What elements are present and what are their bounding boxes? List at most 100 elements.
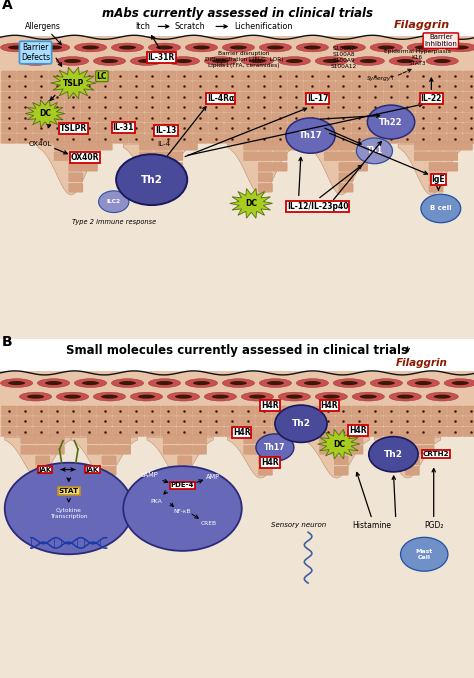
- Ellipse shape: [64, 59, 81, 63]
- Bar: [0, 372, 474, 437]
- FancyBboxPatch shape: [383, 71, 399, 81]
- FancyBboxPatch shape: [65, 123, 80, 133]
- Circle shape: [123, 466, 242, 551]
- Text: TSLP: TSLP: [63, 79, 84, 87]
- Ellipse shape: [45, 381, 62, 385]
- Text: mAbs currently assessed in clinical trials: mAbs currently assessed in clinical tria…: [101, 7, 373, 20]
- Ellipse shape: [452, 381, 469, 385]
- FancyBboxPatch shape: [145, 102, 160, 112]
- FancyBboxPatch shape: [288, 123, 303, 133]
- FancyBboxPatch shape: [33, 102, 48, 112]
- FancyBboxPatch shape: [18, 416, 33, 426]
- FancyBboxPatch shape: [192, 113, 208, 122]
- Text: Filaggrin: Filaggrin: [394, 20, 450, 31]
- FancyBboxPatch shape: [65, 71, 80, 81]
- Ellipse shape: [286, 395, 303, 399]
- FancyBboxPatch shape: [69, 142, 83, 151]
- Text: DC: DC: [245, 199, 257, 208]
- FancyBboxPatch shape: [444, 142, 458, 151]
- FancyBboxPatch shape: [169, 163, 183, 172]
- Text: NF-κB: NF-κB: [174, 509, 191, 515]
- FancyBboxPatch shape: [97, 123, 112, 133]
- FancyBboxPatch shape: [272, 92, 287, 101]
- FancyBboxPatch shape: [1, 81, 17, 91]
- FancyBboxPatch shape: [320, 71, 335, 81]
- FancyBboxPatch shape: [288, 102, 303, 112]
- FancyBboxPatch shape: [240, 113, 255, 122]
- FancyBboxPatch shape: [400, 416, 415, 426]
- FancyBboxPatch shape: [192, 406, 208, 416]
- Ellipse shape: [426, 56, 458, 66]
- FancyBboxPatch shape: [145, 406, 160, 416]
- FancyBboxPatch shape: [272, 113, 287, 122]
- FancyBboxPatch shape: [258, 152, 273, 161]
- FancyBboxPatch shape: [49, 113, 64, 122]
- FancyBboxPatch shape: [33, 123, 48, 133]
- Text: Type 2 immune response: Type 2 immune response: [72, 219, 156, 225]
- FancyBboxPatch shape: [178, 435, 192, 444]
- FancyBboxPatch shape: [383, 81, 399, 91]
- FancyBboxPatch shape: [273, 142, 287, 151]
- FancyBboxPatch shape: [273, 152, 287, 161]
- FancyBboxPatch shape: [18, 406, 33, 416]
- Ellipse shape: [148, 43, 181, 52]
- Ellipse shape: [19, 56, 52, 66]
- FancyBboxPatch shape: [429, 183, 443, 193]
- Ellipse shape: [212, 59, 229, 63]
- FancyBboxPatch shape: [1, 427, 17, 437]
- Text: S100A7
S100A8
S100A9
S100A12: S100A7 S100A8 S100A9 S100A12: [330, 46, 357, 69]
- Ellipse shape: [397, 59, 414, 63]
- Text: JAK: JAK: [86, 466, 99, 473]
- FancyBboxPatch shape: [33, 416, 48, 426]
- Text: A: A: [2, 0, 12, 12]
- Ellipse shape: [119, 381, 136, 385]
- FancyBboxPatch shape: [447, 123, 463, 133]
- FancyBboxPatch shape: [177, 81, 192, 91]
- Ellipse shape: [415, 381, 432, 385]
- FancyBboxPatch shape: [81, 102, 96, 112]
- Ellipse shape: [397, 395, 414, 399]
- FancyBboxPatch shape: [336, 416, 351, 426]
- FancyBboxPatch shape: [177, 123, 192, 133]
- FancyBboxPatch shape: [320, 81, 335, 91]
- FancyBboxPatch shape: [354, 163, 368, 172]
- FancyBboxPatch shape: [177, 427, 192, 437]
- FancyBboxPatch shape: [163, 445, 177, 454]
- FancyBboxPatch shape: [352, 102, 367, 112]
- FancyBboxPatch shape: [81, 134, 96, 143]
- FancyBboxPatch shape: [113, 427, 128, 437]
- Text: DC: DC: [333, 439, 345, 449]
- FancyBboxPatch shape: [113, 134, 128, 143]
- Text: H4R: H4R: [320, 401, 338, 410]
- FancyBboxPatch shape: [431, 71, 447, 81]
- FancyBboxPatch shape: [50, 435, 64, 444]
- FancyBboxPatch shape: [129, 427, 144, 437]
- Ellipse shape: [341, 381, 358, 385]
- FancyBboxPatch shape: [258, 183, 273, 193]
- FancyBboxPatch shape: [145, 123, 160, 133]
- Ellipse shape: [389, 392, 421, 401]
- FancyBboxPatch shape: [65, 416, 80, 426]
- FancyBboxPatch shape: [258, 445, 273, 454]
- FancyBboxPatch shape: [240, 134, 255, 143]
- FancyBboxPatch shape: [405, 466, 419, 475]
- FancyBboxPatch shape: [113, 406, 128, 416]
- FancyBboxPatch shape: [391, 435, 405, 444]
- Ellipse shape: [296, 378, 328, 387]
- FancyBboxPatch shape: [113, 71, 128, 81]
- FancyBboxPatch shape: [113, 92, 128, 101]
- Text: AMP: AMP: [206, 475, 220, 480]
- FancyBboxPatch shape: [416, 416, 431, 426]
- Polygon shape: [230, 188, 273, 218]
- Text: PKA: PKA: [150, 499, 163, 504]
- FancyBboxPatch shape: [349, 435, 363, 444]
- FancyBboxPatch shape: [83, 152, 98, 161]
- FancyBboxPatch shape: [129, 113, 144, 122]
- FancyBboxPatch shape: [414, 152, 428, 161]
- Circle shape: [116, 155, 187, 205]
- Ellipse shape: [352, 392, 384, 401]
- FancyBboxPatch shape: [224, 134, 239, 143]
- Ellipse shape: [19, 392, 52, 401]
- FancyBboxPatch shape: [368, 123, 383, 133]
- FancyBboxPatch shape: [36, 466, 50, 475]
